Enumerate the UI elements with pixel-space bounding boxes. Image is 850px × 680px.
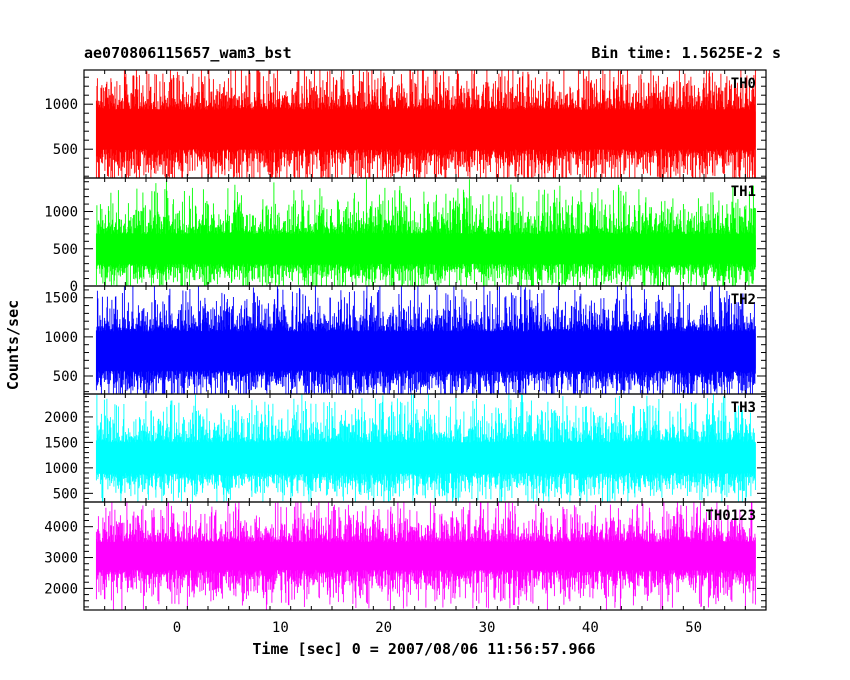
x-axis-label: Time [sec] 0 = 2007/08/06 11:56:57.966 <box>252 640 595 658</box>
panel-th3: 500 1000 1500 2000 TH3 <box>44 393 767 503</box>
panel-label: TH2 <box>731 292 756 308</box>
panel-frame <box>83 501 767 611</box>
y-tick-label: 2000 <box>44 410 78 426</box>
series-core-th0 <box>96 111 756 148</box>
y-tick-label: 4000 <box>44 520 78 536</box>
x-tick-label: 0 <box>173 620 181 636</box>
y-tick-label: 500 <box>53 486 78 502</box>
panels-group: 500 1000 TH0 0 500 1000 TH1 500 1000 1500 TH2 500 10… <box>44 69 767 611</box>
x-tick-label: 40 <box>582 620 599 636</box>
panel-label: TH0 <box>731 76 756 92</box>
y-tick-label: 0 <box>70 279 78 295</box>
y-tick-label: 1500 <box>44 435 78 451</box>
panel-th0123: 2000 3000 4000 TH0123 <box>44 501 767 611</box>
series-th1 <box>95 179 756 286</box>
y-tick-label: 500 <box>53 369 78 385</box>
chart-title: ae070806115657_wam3_bst <box>84 44 292 62</box>
panel-label: TH0123 <box>705 508 756 524</box>
y-tick-label: 500 <box>53 242 78 258</box>
x-tick-label: 30 <box>479 620 496 636</box>
x-axis: 0 10 20 30 40 50 <box>173 620 702 636</box>
panel-th2: 500 1000 1500 TH2 <box>44 285 767 395</box>
x-tick-label: 20 <box>375 620 392 636</box>
y-tick-label: 1000 <box>44 461 78 477</box>
panel-th0: 500 1000 TH0 <box>44 69 767 179</box>
y-axis-label: Counts/sec <box>4 300 22 390</box>
y-tick-label: 3000 <box>44 551 78 567</box>
bin-time-label: Bin time: 1.5625E-2 s <box>591 44 781 62</box>
panel-label: TH1 <box>731 184 756 200</box>
y-tick-label: 1000 <box>44 330 78 346</box>
series-core-th1 <box>96 235 756 263</box>
x-tick-label: 10 <box>272 620 289 636</box>
series-core-th3 <box>96 443 756 472</box>
x-tick-label: 50 <box>685 620 702 636</box>
series-core-th0123 <box>96 543 756 569</box>
panel-th1: 0 500 1000 TH1 <box>44 177 767 295</box>
y-tick-label: 500 <box>53 142 78 158</box>
y-tick-label: 2000 <box>44 581 78 597</box>
series-core-th2 <box>96 333 756 369</box>
panel-label: TH3 <box>731 400 756 416</box>
y-tick-label: 1500 <box>44 291 78 307</box>
y-tick-label: 1000 <box>44 205 78 221</box>
y-tick-label: 1000 <box>44 97 78 113</box>
